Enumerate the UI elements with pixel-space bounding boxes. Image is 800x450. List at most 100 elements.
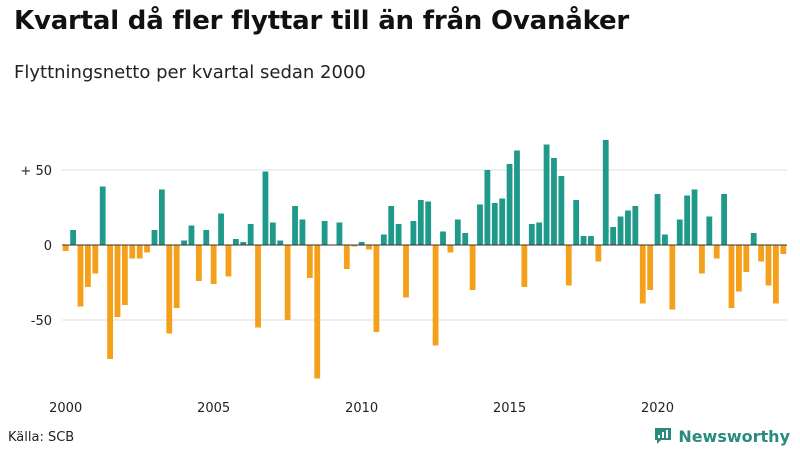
- source-note: Källa: SCB: [8, 430, 75, 445]
- bars-group: [62, 140, 787, 379]
- bar-positive: [543, 144, 550, 245]
- bar-positive: [580, 236, 587, 245]
- bar-negative: [210, 245, 217, 284]
- bar-positive: [336, 222, 343, 245]
- brand-name: Newsworthy: [678, 426, 790, 446]
- x-tick-label: 2020: [641, 401, 674, 416]
- bar-negative: [595, 245, 602, 262]
- x-tick-label: 2010: [345, 401, 378, 416]
- bar-negative: [736, 245, 742, 292]
- bar-positive: [425, 201, 432, 245]
- bar-negative: [129, 245, 136, 259]
- bar-positive: [151, 230, 158, 245]
- bar-positive: [558, 176, 565, 245]
- x-axis: 2000 2005 2010 2015 2020: [49, 401, 674, 416]
- bar-negative: [403, 245, 409, 298]
- x-tick-label: 2005: [197, 401, 230, 416]
- bar-positive: [262, 171, 269, 245]
- chart-subtitle: Flyttningsnetto per kvartal sedan 2000: [14, 62, 366, 83]
- bar-positive: [721, 194, 728, 245]
- bar-positive: [321, 221, 328, 245]
- bar-positive: [750, 233, 757, 245]
- bar-positive: [654, 194, 661, 245]
- bar-chart: + 50 0 -50 2000 2005 2010 2015 2020: [20, 140, 787, 416]
- bar-positive: [617, 216, 624, 245]
- y-axis: + 50 0 -50: [20, 164, 52, 329]
- bar-positive: [536, 222, 543, 245]
- bar-negative: [255, 245, 261, 328]
- bar-negative: [121, 245, 128, 305]
- bar-positive: [632, 206, 639, 245]
- bar-positive: [388, 206, 395, 245]
- bar-negative: [366, 245, 372, 250]
- bar-negative: [639, 245, 646, 304]
- bar-positive: [454, 219, 461, 245]
- bar-negative: [84, 245, 91, 287]
- bar-negative: [773, 245, 779, 304]
- bar-positive: [484, 170, 491, 245]
- bar-negative: [699, 245, 705, 274]
- bar-negative: [306, 245, 313, 278]
- bar-negative: [351, 245, 358, 247]
- gridlines: [62, 169, 787, 321]
- bar-positive: [625, 210, 631, 245]
- bar-negative: [62, 245, 69, 251]
- bar-negative: [713, 245, 720, 259]
- bar-positive: [573, 200, 580, 245]
- bar-positive: [410, 221, 417, 245]
- brand-logo[interactable]: Newsworthy: [653, 426, 790, 446]
- bar-negative: [669, 245, 676, 310]
- bar-positive: [358, 242, 365, 245]
- x-tick-label: 2015: [493, 401, 526, 416]
- bar-negative: [743, 245, 750, 272]
- bar-positive: [417, 200, 424, 245]
- bar-negative: [432, 245, 439, 346]
- bar-negative: [107, 245, 113, 359]
- bar-positive: [528, 224, 535, 245]
- bar-negative: [114, 245, 121, 317]
- bar-positive: [440, 231, 446, 245]
- bar-positive: [491, 203, 498, 245]
- bar-positive: [662, 234, 668, 245]
- bar-positive: [610, 227, 617, 245]
- bar-positive: [158, 189, 165, 245]
- bar-negative: [195, 245, 202, 281]
- bar-positive: [181, 240, 187, 245]
- bar-negative: [469, 245, 476, 290]
- bar-negative: [780, 245, 787, 254]
- bar-negative: [758, 245, 765, 262]
- bar-negative: [225, 245, 232, 277]
- bar-negative: [447, 245, 454, 253]
- bar-positive: [588, 236, 594, 245]
- bar-positive: [99, 186, 106, 245]
- bar-negative: [136, 245, 143, 259]
- x-tick-label: 2000: [49, 401, 82, 416]
- bar-positive: [477, 204, 483, 245]
- bar-negative: [166, 245, 173, 334]
- bar-negative: [77, 245, 84, 307]
- bar-positive: [240, 242, 247, 245]
- bar-positive: [691, 189, 698, 245]
- bar-positive: [706, 216, 713, 245]
- bar-negative: [343, 245, 350, 269]
- bar-positive: [269, 222, 276, 245]
- bar-negative: [314, 245, 321, 379]
- bar-positive: [462, 233, 469, 245]
- bar-positive: [514, 150, 520, 245]
- bar-positive: [499, 198, 506, 245]
- y-tick-label: 0: [44, 239, 52, 254]
- bar-negative: [765, 245, 772, 286]
- bar-positive: [676, 219, 683, 245]
- bar-positive: [277, 240, 284, 245]
- bar-positive: [203, 230, 210, 245]
- bar-positive: [395, 224, 402, 245]
- bar-negative: [92, 245, 99, 274]
- bar-positive: [232, 239, 239, 245]
- bar-negative: [647, 245, 654, 290]
- y-tick-label: -50: [31, 314, 52, 329]
- bar-negative: [173, 245, 180, 308]
- bar-negative: [521, 245, 528, 287]
- bar-negative: [284, 245, 291, 320]
- bar-positive: [70, 230, 76, 245]
- bar-negative: [565, 245, 572, 286]
